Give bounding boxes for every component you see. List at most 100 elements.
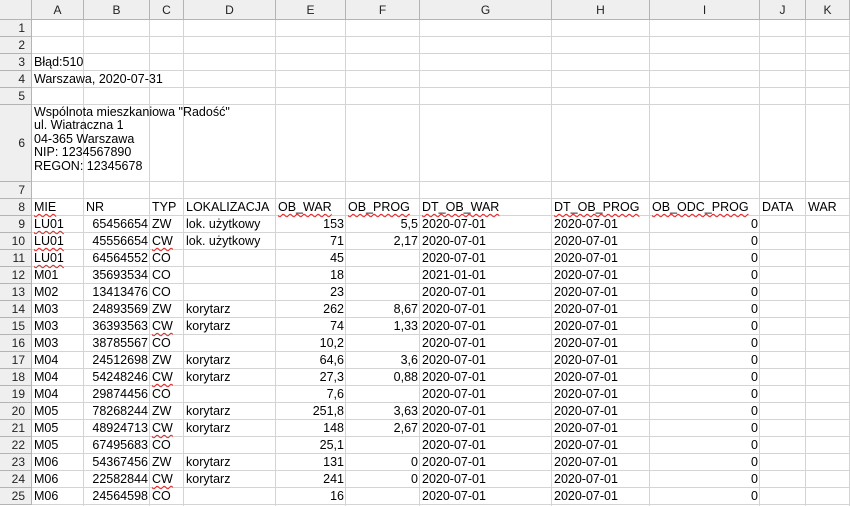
table-cell[interactable]: M04 xyxy=(34,387,59,401)
table-cell[interactable]: 54367456 xyxy=(92,455,148,469)
table-cell[interactable]: 10,2 xyxy=(319,336,344,350)
row-header-3[interactable]: 3 xyxy=(0,54,32,71)
column-header-f[interactable]: F xyxy=(346,0,420,20)
table-cell[interactable]: korytarz xyxy=(186,302,231,316)
table-cell[interactable]: M04 xyxy=(34,370,59,384)
table-cell[interactable]: korytarz xyxy=(186,421,231,435)
table-cell[interactable]: M04 xyxy=(34,353,59,367)
table-cell[interactable]: 131 xyxy=(323,455,344,469)
table-cell[interactable]: M05 xyxy=(34,438,59,452)
table-cell[interactable]: CO xyxy=(152,251,171,265)
table-cell[interactable]: 2020-07-01 xyxy=(422,251,486,265)
table-cell[interactable]: 2020-07-01 xyxy=(422,217,486,231)
row-header-19[interactable]: 19 xyxy=(0,386,32,403)
table-cell[interactable]: M02 xyxy=(34,285,59,299)
table-cell[interactable]: 2020-07-01 xyxy=(422,319,486,333)
table-cell[interactable]: CW xyxy=(150,369,184,386)
table-cell[interactable]: CO xyxy=(152,285,171,299)
table-cell[interactable]: M06 xyxy=(34,455,59,469)
table-cell[interactable]: 13413476 xyxy=(92,285,148,299)
table-cell[interactable]: 16 xyxy=(330,489,344,503)
table-cell[interactable]: 0 xyxy=(751,234,758,248)
column-header-g[interactable]: G xyxy=(420,0,552,20)
table-cell[interactable]: 0 xyxy=(751,353,758,367)
table-cell[interactable]: 74 xyxy=(330,319,344,333)
table-cell[interactable]: CW xyxy=(150,233,184,250)
row-header-23[interactable]: 23 xyxy=(0,454,32,471)
table-cell[interactable]: CO xyxy=(152,268,171,282)
table-cell[interactable]: CO xyxy=(152,438,171,452)
table-cell[interactable]: 2020-07-01 xyxy=(422,370,486,384)
table-cell[interactable]: 251,8 xyxy=(312,404,344,418)
table-cell[interactable]: CO xyxy=(152,336,171,350)
table-cell[interactable]: 2020-07-01 xyxy=(422,353,486,367)
table-cell[interactable]: M03 xyxy=(34,319,59,333)
column-header-d[interactable]: D xyxy=(184,0,276,20)
table-cell[interactable]: 71 xyxy=(330,234,344,248)
table-cell[interactable]: 1,33 xyxy=(393,319,418,333)
table-cell[interactable]: 0 xyxy=(411,455,418,469)
table-cell[interactable]: 48924713 xyxy=(92,421,148,435)
row-header-18[interactable]: 18 xyxy=(0,369,32,386)
table-cell[interactable]: 2020-07-01 xyxy=(554,404,618,418)
header-cell-mie[interactable]: MIE xyxy=(32,199,84,216)
table-cell[interactable]: M05 xyxy=(34,404,59,418)
table-cell[interactable]: 24564598 xyxy=(92,489,148,503)
table-cell[interactable]: 0,88 xyxy=(393,370,418,384)
table-cell[interactable]: 0 xyxy=(751,455,758,469)
row-header-5[interactable]: 5 xyxy=(0,88,32,105)
header-cell-ob_prog[interactable]: OB_PROG xyxy=(346,199,420,216)
table-cell[interactable]: ZW xyxy=(152,353,172,367)
header-cell-war[interactable]: WAR xyxy=(808,200,837,214)
header-cell-dt_ob_war[interactable]: DT_OB_WAR xyxy=(420,199,552,216)
table-cell[interactable]: 2020-07-01 xyxy=(554,302,618,316)
table-cell[interactable]: LU01 xyxy=(32,250,84,267)
table-cell[interactable]: 2020-07-01 xyxy=(422,489,486,503)
row-header-20[interactable]: 20 xyxy=(0,403,32,420)
table-cell[interactable]: 2020-07-01 xyxy=(554,319,618,333)
table-cell[interactable]: 0 xyxy=(411,472,418,486)
row-header-10[interactable]: 10 xyxy=(0,233,32,250)
table-cell[interactable]: korytarz xyxy=(186,455,231,469)
cell-city-date[interactable]: Warszawa, 2020-07-31 xyxy=(34,72,163,86)
row-header-1[interactable]: 1 xyxy=(0,20,32,37)
row-header-9[interactable]: 9 xyxy=(0,216,32,233)
row-header-25[interactable]: 25 xyxy=(0,488,32,505)
table-cell[interactable]: M05 xyxy=(34,421,59,435)
table-cell[interactable]: 2020-07-01 xyxy=(554,251,618,265)
table-cell[interactable]: M06 xyxy=(34,472,59,486)
table-cell[interactable]: 25,1 xyxy=(319,438,344,452)
table-cell[interactable]: 2020-07-01 xyxy=(554,285,618,299)
table-cell[interactable]: 0 xyxy=(751,302,758,316)
table-cell[interactable]: 38785567 xyxy=(92,336,148,350)
table-cell[interactable]: 2,67 xyxy=(393,421,418,435)
table-cell[interactable]: 2020-07-01 xyxy=(422,336,486,350)
header-cell-dt_ob_prog[interactable]: DT_OB_PROG xyxy=(552,199,650,216)
header-cell-nr[interactable]: NR xyxy=(86,200,105,214)
row-header-16[interactable]: 16 xyxy=(0,335,32,352)
row-header-15[interactable]: 15 xyxy=(0,318,32,335)
table-cell[interactable]: 64,6 xyxy=(319,353,344,367)
table-cell[interactable]: 8,67 xyxy=(393,302,418,316)
table-cell[interactable]: 2020-07-01 xyxy=(422,404,486,418)
column-header-a[interactable]: A xyxy=(32,0,84,20)
table-cell[interactable]: 2020-07-01 xyxy=(422,455,486,469)
table-cell[interactable]: LU01 xyxy=(32,233,84,250)
table-cell[interactable]: 2020-07-01 xyxy=(422,285,486,299)
table-cell[interactable]: 0 xyxy=(751,285,758,299)
table-cell[interactable]: CO xyxy=(152,387,171,401)
table-cell[interactable]: CW xyxy=(150,318,184,335)
row-header-6[interactable]: 6 xyxy=(0,105,32,182)
table-cell[interactable]: 0 xyxy=(751,217,758,231)
table-cell[interactable]: 54248246 xyxy=(92,370,148,384)
table-cell[interactable]: 2,17 xyxy=(393,234,418,248)
table-cell[interactable]: 0 xyxy=(751,268,758,282)
table-cell[interactable]: 0 xyxy=(751,472,758,486)
table-cell[interactable]: M01 xyxy=(34,268,59,282)
column-header-b[interactable]: B xyxy=(84,0,150,20)
row-header-22[interactable]: 22 xyxy=(0,437,32,454)
table-cell[interactable]: 262 xyxy=(323,302,344,316)
table-cell[interactable]: 45 xyxy=(330,251,344,265)
table-cell[interactable]: korytarz xyxy=(186,319,231,333)
